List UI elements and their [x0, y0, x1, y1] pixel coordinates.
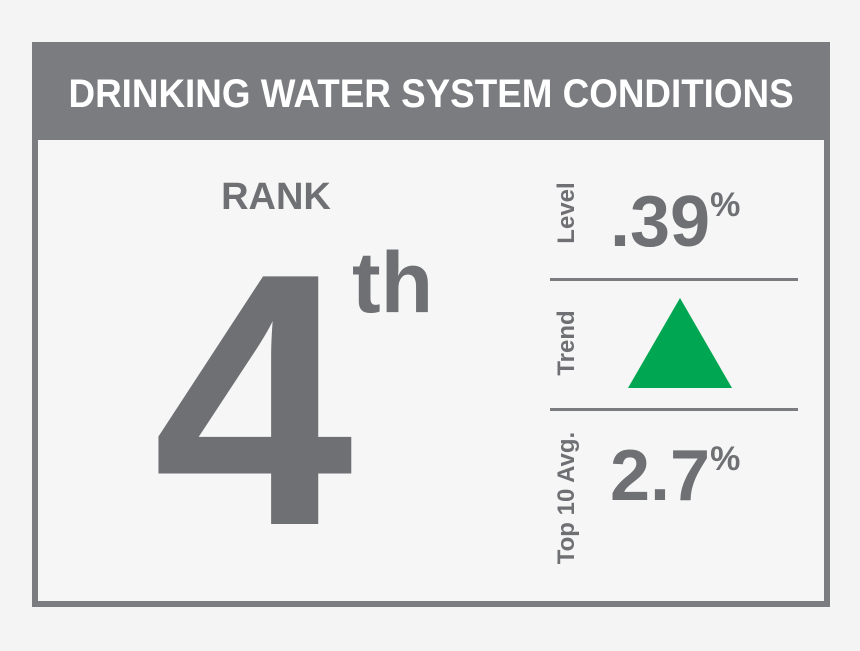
divider-trend-top10 [550, 408, 798, 411]
card-title: DRINKING WATER SYSTEM CONDITIONS [68, 71, 794, 116]
trend-up-shape [628, 298, 732, 388]
card-header: DRINKING WATER SYSTEM CONDITIONS [38, 48, 824, 140]
conditions-card: DRINKING WATER SYSTEM CONDITIONS RANK 4 … [32, 42, 830, 607]
up-triangle-icon [628, 298, 732, 388]
trend-label: Trend [553, 310, 580, 376]
rank-number: 4 [153, 199, 354, 601]
level-value-unit: % [710, 186, 741, 224]
rank-label: RANK [221, 176, 331, 218]
level-label: Level [553, 182, 580, 244]
rank-suffix: th [352, 235, 434, 331]
top10-value-number: 2.7 [610, 436, 711, 516]
top10-value: 2.7% [610, 440, 740, 512]
level-value-number: .39 [610, 182, 711, 262]
level-value: .39% [610, 186, 740, 258]
top10-label: Top 10 Avg. [553, 431, 580, 565]
divider-level-trend [550, 278, 798, 281]
top10-value-unit: % [710, 440, 741, 478]
